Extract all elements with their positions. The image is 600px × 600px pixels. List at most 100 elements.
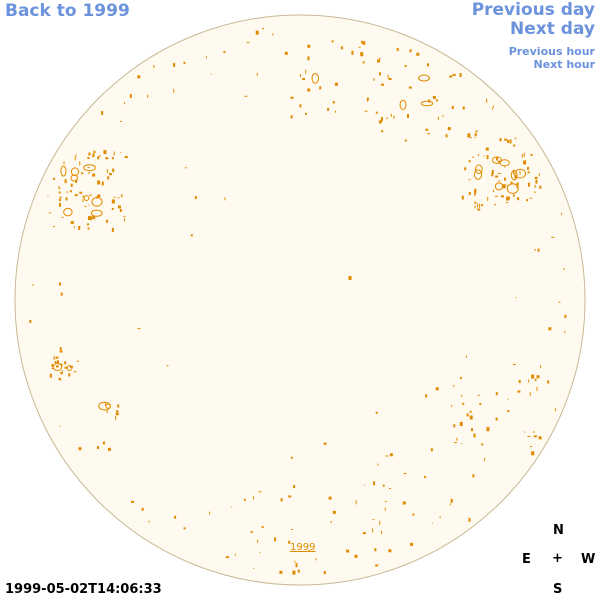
contour-speck — [104, 402, 106, 407]
contour-speck — [119, 120, 122, 122]
previous-hour-link[interactable]: Previous hour — [508, 45, 595, 58]
contour-speck — [536, 386, 538, 391]
contour-speck — [504, 138, 508, 141]
next-hour-link[interactable]: Next hour — [533, 58, 596, 71]
contour-speck — [116, 410, 119, 413]
contour-speck — [504, 177, 507, 181]
contour-speck — [223, 50, 226, 53]
contour-speck — [484, 457, 486, 461]
contour-speck — [404, 139, 407, 142]
contour-speck — [108, 173, 112, 176]
year-link[interactable]: 1999 — [290, 542, 316, 553]
contour-speck — [166, 365, 169, 367]
contour-speck — [117, 404, 120, 408]
contour-speck — [234, 553, 236, 556]
contour-speck — [129, 94, 132, 99]
contour-speck — [99, 154, 101, 157]
contour-speck — [404, 64, 407, 67]
contour-speck — [373, 481, 376, 486]
contour-speck — [528, 184, 530, 187]
contour-speck — [378, 72, 381, 76]
contour-speck — [464, 167, 467, 171]
contour-speck — [533, 435, 537, 438]
contour-speck — [89, 194, 93, 196]
contour-loop — [506, 183, 519, 194]
contour-speck — [475, 130, 478, 133]
contour-speck — [506, 184, 508, 186]
back-to-year-link[interactable]: Back to 1999 — [5, 1, 130, 21]
contour-speck — [364, 110, 368, 112]
contour-speck — [210, 73, 212, 75]
contour-speck — [290, 456, 293, 459]
contour-speck — [462, 402, 465, 405]
contour-speck — [288, 495, 292, 498]
contour-speck — [540, 365, 542, 369]
contour-loop — [70, 174, 79, 182]
magnetic-contours — [29, 27, 567, 575]
contour-speck — [82, 199, 84, 203]
contour-speck — [87, 156, 90, 159]
contour-speck — [184, 167, 187, 169]
contour-speck — [378, 120, 382, 124]
contour-speck — [473, 433, 476, 438]
contour-speck — [523, 152, 525, 157]
day-navigation: Previous day Next day — [472, 1, 595, 39]
contour-speck — [381, 531, 383, 535]
next-day-link[interactable]: Next day — [510, 19, 595, 39]
contour-speck — [68, 373, 71, 377]
contour-speck — [367, 99, 369, 102]
contour-speck — [363, 41, 366, 46]
contour-speck — [284, 51, 288, 55]
contour-speck — [430, 448, 433, 452]
contour-speck — [535, 179, 538, 184]
contour-speck — [58, 202, 61, 207]
contour-speck — [453, 424, 456, 428]
contour-speck — [225, 556, 229, 559]
contour-speck — [538, 436, 542, 440]
contour-speck — [507, 410, 510, 413]
contour-speck — [471, 428, 474, 432]
contour-speck — [332, 510, 336, 514]
contour-speck — [468, 179, 471, 181]
contour-speck — [183, 527, 186, 530]
contour-speck — [377, 59, 381, 63]
contour-speck — [58, 199, 61, 202]
contour-speck — [459, 421, 463, 426]
contour-speck — [523, 160, 527, 165]
contour-speck — [384, 500, 387, 502]
contour-speck — [375, 411, 378, 414]
contour-speck — [372, 519, 375, 521]
contour-speck — [124, 102, 126, 105]
contour-speck — [97, 180, 101, 185]
contour-speck — [54, 361, 57, 364]
contour-speck — [59, 425, 61, 427]
contour-speck — [111, 157, 114, 160]
contour-speck — [307, 44, 311, 48]
contour-speck — [539, 185, 542, 189]
contour-speck — [504, 166, 506, 168]
contour-speck — [495, 392, 498, 396]
contour-speck — [58, 186, 60, 190]
contour-speck — [375, 111, 378, 114]
contour-speck — [492, 105, 494, 108]
contour-loop — [91, 197, 103, 207]
contour-speck — [58, 377, 61, 380]
contour-speck — [106, 169, 108, 174]
contour-speck — [537, 248, 540, 252]
contour-speck — [534, 378, 537, 381]
contour-speck — [354, 554, 358, 558]
contour-speck — [330, 520, 332, 523]
contour-speck — [49, 373, 52, 378]
contour-speck — [340, 46, 343, 50]
contour-speck — [432, 95, 436, 99]
contour-loop — [83, 164, 96, 172]
contour-loop — [418, 74, 430, 82]
contour-speck — [88, 152, 91, 156]
previous-day-link[interactable]: Previous day — [471, 0, 595, 20]
contour-speck — [554, 408, 556, 412]
contour-speck — [529, 197, 532, 199]
contour-speck — [461, 195, 464, 200]
contour-speck — [561, 212, 563, 215]
contour-speck — [512, 194, 515, 197]
